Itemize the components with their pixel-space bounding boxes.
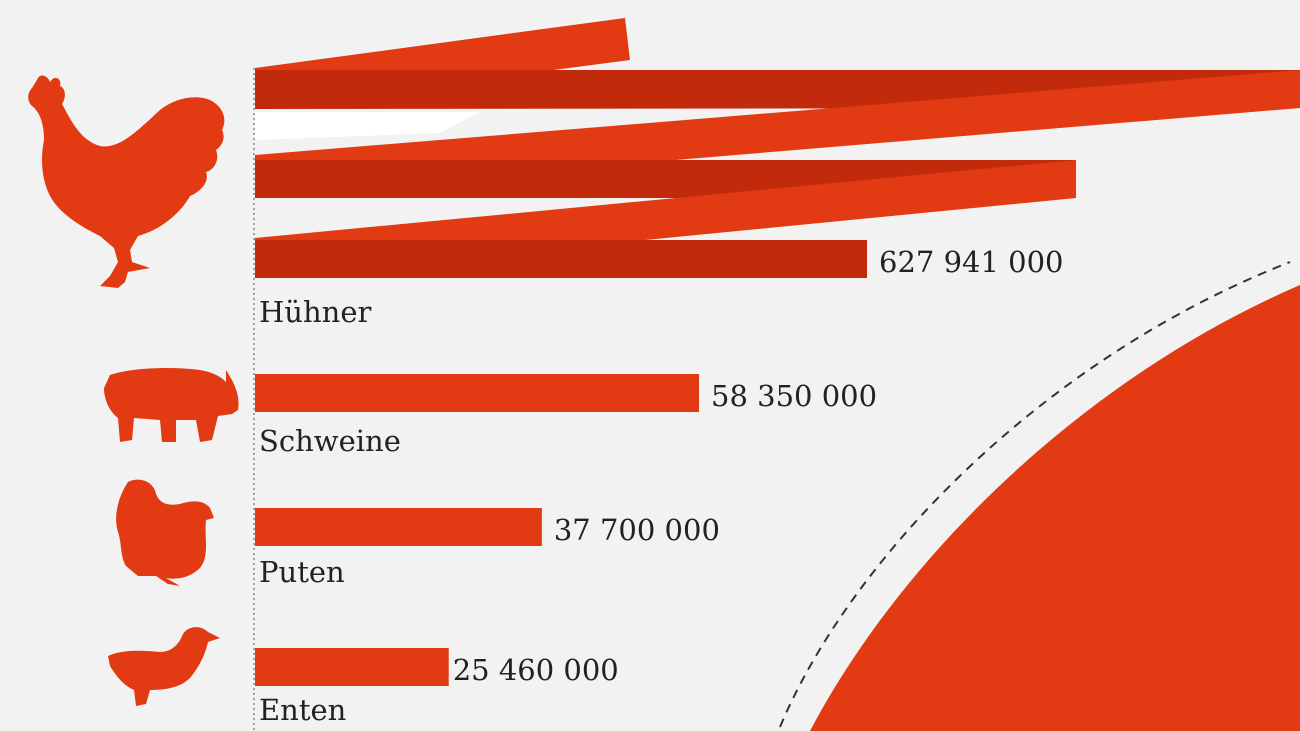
category-label-2: Puten — [259, 555, 345, 589]
pig-icon — [104, 367, 239, 442]
bar-1 — [255, 374, 699, 412]
large-red-disc — [810, 285, 1300, 731]
category-label-3: Enten — [259, 693, 346, 727]
turkey-icon — [116, 479, 214, 586]
value-label-3: 25 460 000 — [453, 653, 619, 687]
value-label-1: 58 350 000 — [711, 379, 877, 413]
value-label-0: 627 941 000 — [879, 245, 1064, 279]
duck-icon — [108, 627, 220, 706]
labels: 627 941 000 Hühner 58 350 000 Schweine 37 70… — [259, 245, 1064, 727]
value-label-2: 37 700 000 — [554, 513, 720, 547]
bars — [255, 240, 867, 686]
bar-2 — [255, 508, 542, 546]
bar-0-tail — [255, 240, 867, 278]
category-label-1: Schweine — [259, 424, 401, 458]
bar-3 — [255, 648, 449, 686]
rooster-icon — [28, 75, 225, 289]
category-label-0: Hühner — [259, 295, 371, 329]
dashed-arc — [779, 261, 1291, 728]
bar-folded-huehner — [255, 18, 1300, 278]
